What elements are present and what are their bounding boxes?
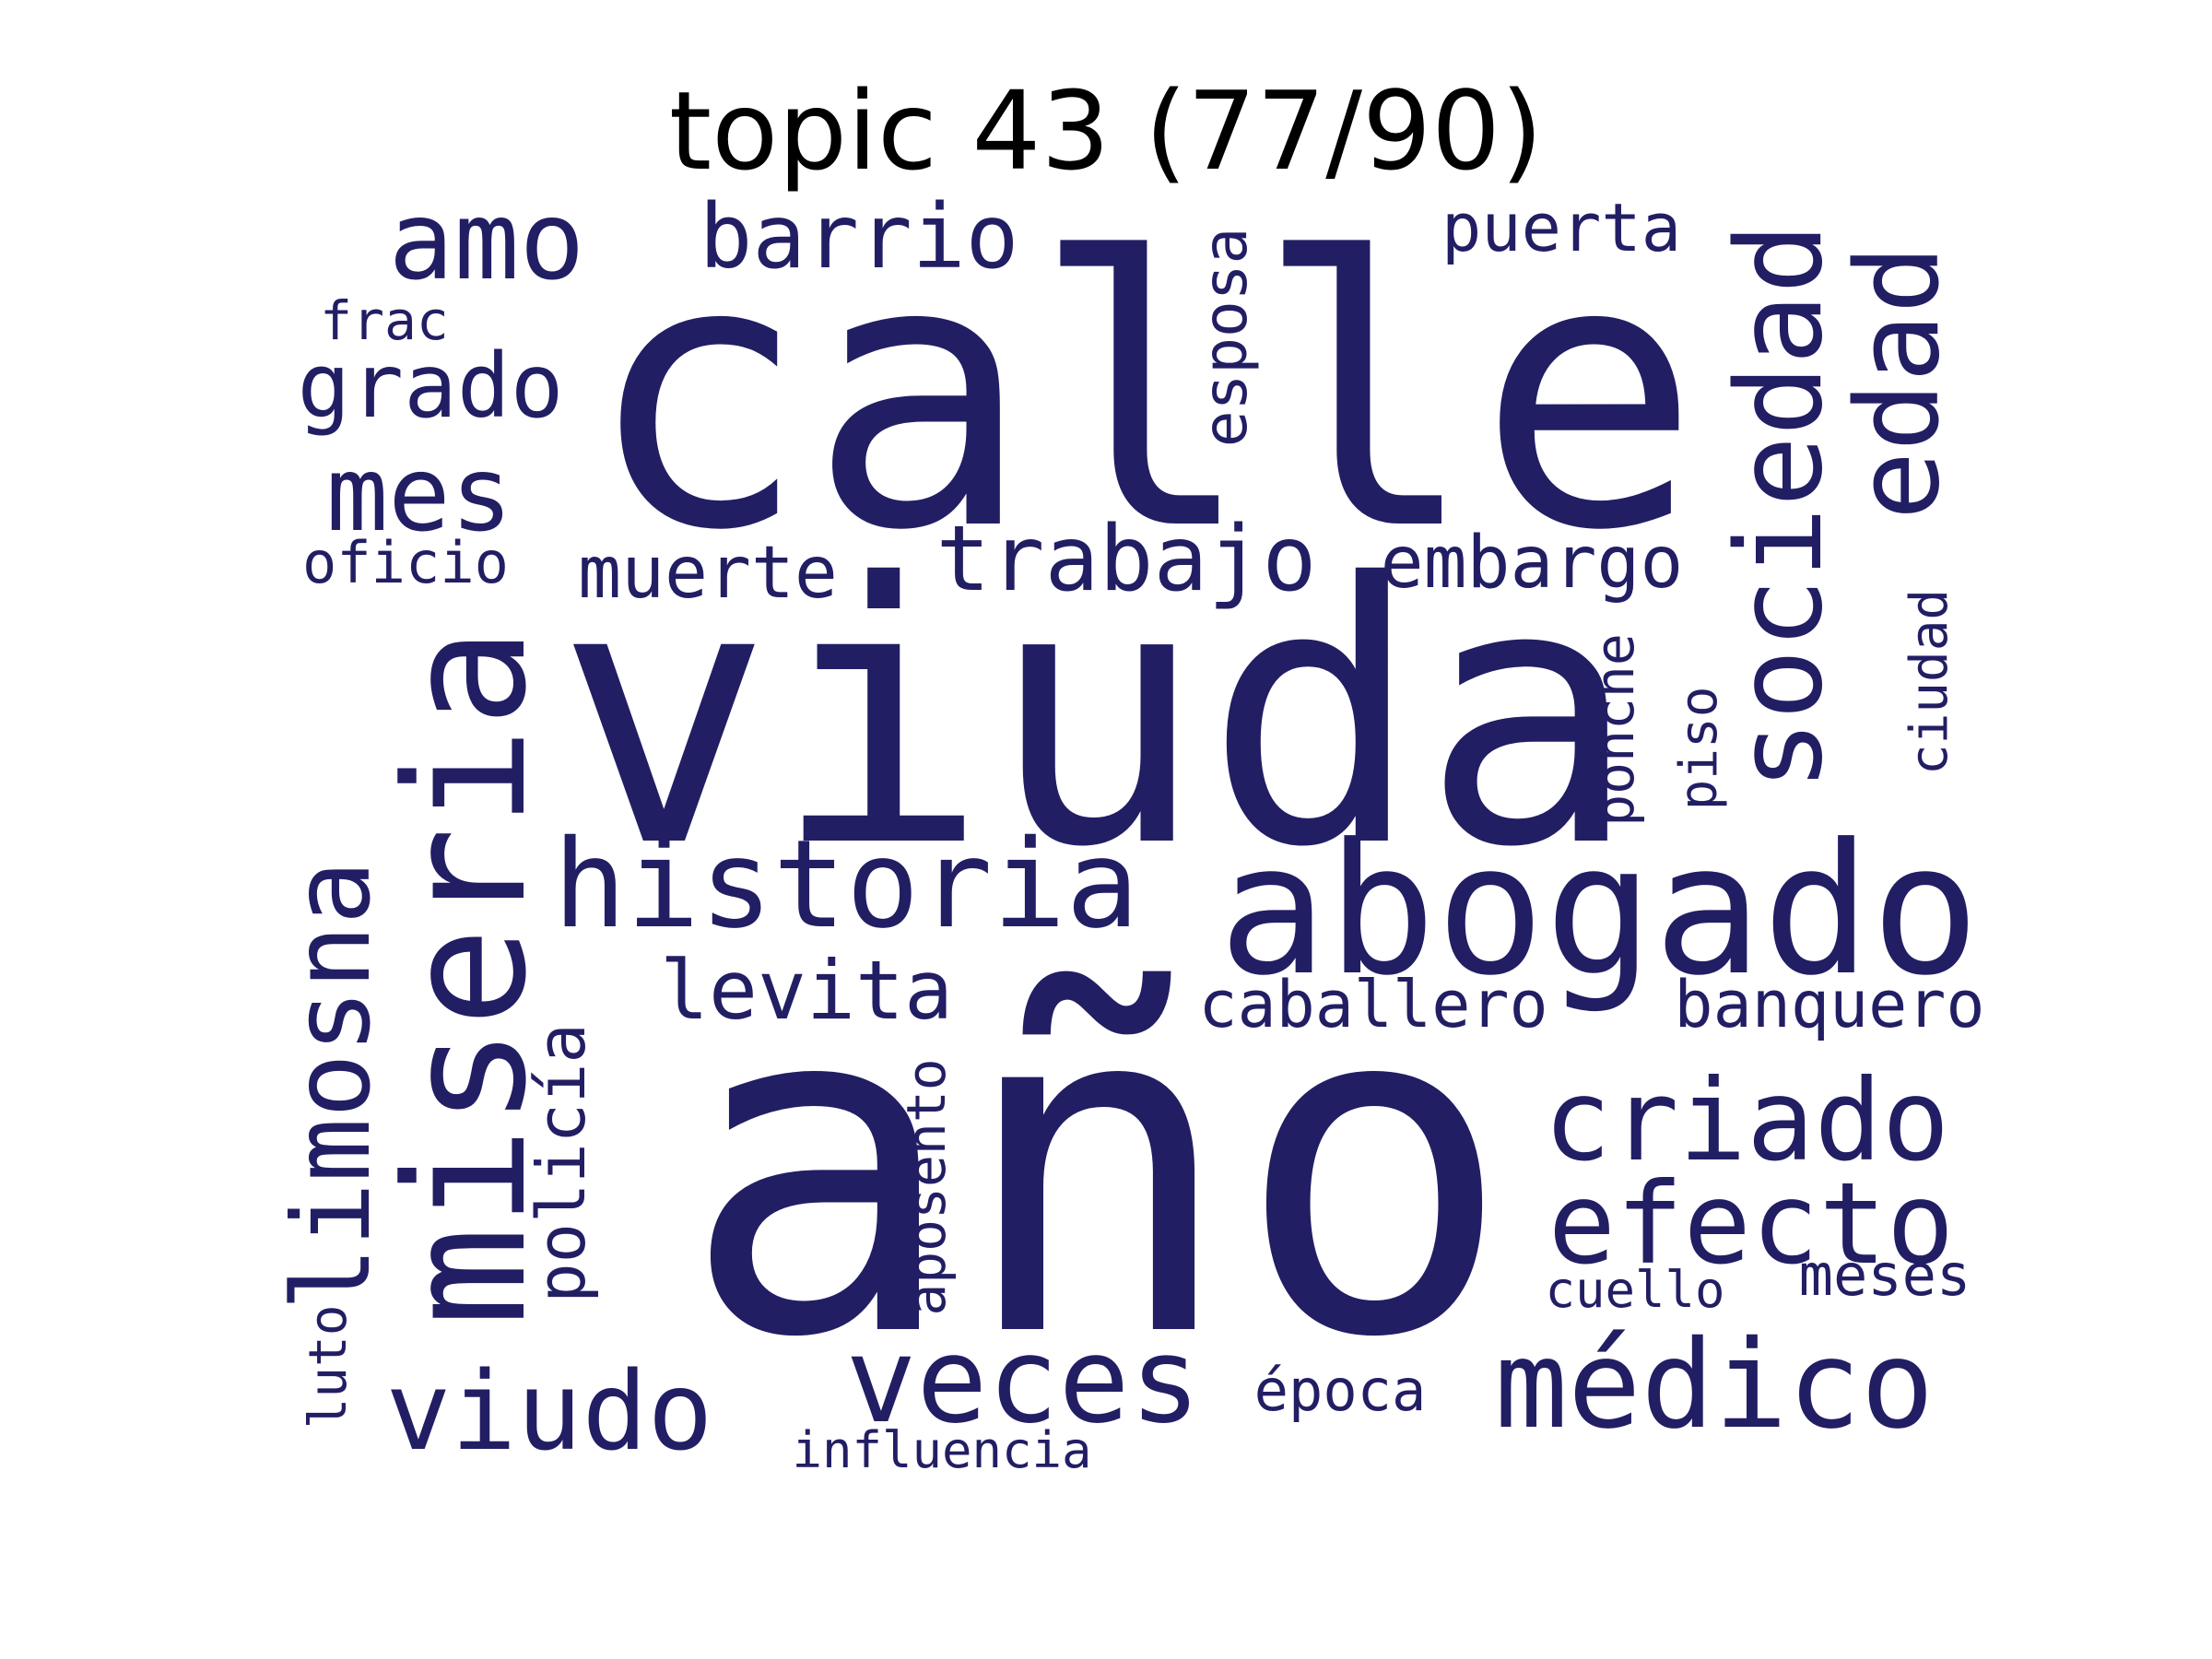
word-sociedad: sociedad xyxy=(1712,223,1849,792)
word-epoca: época xyxy=(1254,1357,1427,1424)
word-muerte: muerte xyxy=(578,532,838,615)
word-veces: veces xyxy=(845,1312,1200,1450)
word-ano: año xyxy=(680,901,1512,1438)
word-cuello: cuello xyxy=(1545,1261,1724,1319)
word-esposa: esposa xyxy=(1190,228,1261,447)
word-influencia: influencia xyxy=(792,1421,1091,1479)
word-trabajo: trabajo xyxy=(935,507,1316,612)
word-frac: frac xyxy=(320,289,449,352)
word-banquero: banquero xyxy=(1674,967,1984,1042)
word-meses: meses xyxy=(1799,1241,1971,1309)
word-levita: levita xyxy=(660,943,953,1038)
word-ponche: ponche xyxy=(1583,633,1646,827)
word-medico: médico xyxy=(1495,1314,1935,1456)
word-viuda: viuda xyxy=(556,507,1638,925)
word-piso: piso xyxy=(1669,687,1729,811)
word-barrio: barrio xyxy=(700,185,1019,288)
word-abogado: abogado xyxy=(1218,806,1980,1016)
word-ciudad: ciudad xyxy=(1900,589,1959,775)
word-viudo: viudo xyxy=(385,1347,712,1475)
word-grado: grado xyxy=(298,335,564,438)
word-aposento: aposento xyxy=(895,1058,958,1315)
word-edad: edad xyxy=(1832,245,1965,521)
word-oficio: oficio xyxy=(302,529,509,596)
word-mes: mes xyxy=(326,435,512,555)
word-luto: luto xyxy=(299,1305,359,1430)
word-embargo: embargo xyxy=(1381,522,1684,605)
figure-title: topic 43 (77/90) xyxy=(668,67,1544,194)
word-efecto: efecto xyxy=(1548,1159,1955,1289)
word-policia: policía xyxy=(523,1023,600,1302)
word-puerta: puerta xyxy=(1441,189,1681,266)
word-miseria: miseria xyxy=(371,628,563,1327)
word-amo: amo xyxy=(388,177,584,304)
word-limosna: limosna xyxy=(270,861,394,1312)
word-criado: criado xyxy=(1544,1055,1950,1186)
word-historia: historia xyxy=(553,814,1139,956)
word-caballero: caballero xyxy=(1198,967,1547,1042)
word-calle: calle xyxy=(585,180,1700,611)
